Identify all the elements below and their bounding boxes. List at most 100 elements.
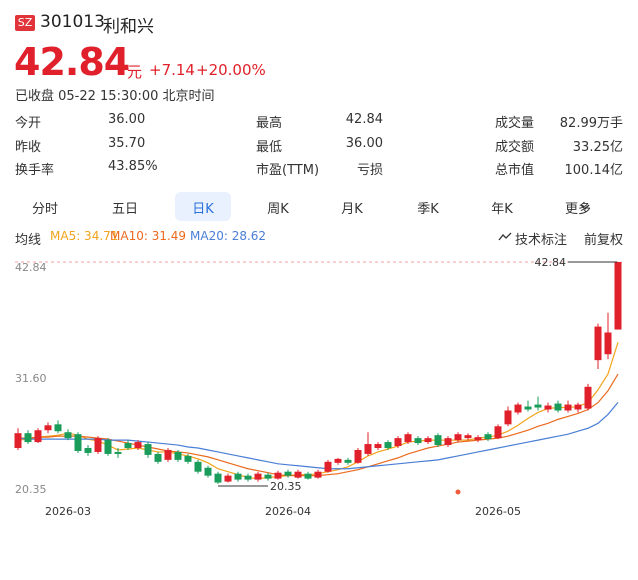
candle-body: [574, 404, 582, 410]
change: +7.14: [149, 61, 195, 79]
adjust[interactable]: 前复权: [584, 233, 624, 248]
candle-body: [444, 438, 452, 446]
candle-body: [64, 432, 72, 439]
candle-body: [564, 404, 572, 411]
tech-mark[interactable]: 技术标注: [515, 233, 568, 248]
ma-line: [17, 402, 619, 470]
candle-body: [214, 473, 222, 483]
stat-label: 今开: [15, 116, 42, 131]
candle-body: [394, 438, 402, 447]
candle-body: [234, 473, 242, 480]
ma-legend-item: MA20: 28.62: [190, 229, 267, 243]
candle-body: [344, 459, 352, 463]
stat-value: 36.00: [345, 136, 383, 151]
stat-label: 成交量: [495, 116, 535, 131]
candle-body: [254, 473, 262, 480]
candle-body: [554, 403, 562, 411]
candle-body: [304, 473, 312, 479]
candle-body: [74, 434, 82, 451]
stat-value: 亏损: [356, 163, 383, 178]
more-chevron: [580, 204, 590, 210]
tab[interactable]: 日K: [192, 202, 214, 217]
candle-body: [364, 444, 372, 454]
candle-body: [494, 426, 502, 439]
price-unit: 元: [127, 63, 143, 81]
stat-label: 最高: [256, 116, 283, 131]
stock-code: 301013: [40, 12, 105, 32]
candle-body: [94, 438, 102, 452]
candle-body: [134, 442, 142, 449]
candle-body: [504, 410, 512, 425]
tab[interactable]: 周K: [267, 202, 289, 217]
candle-body: [384, 442, 392, 449]
candle-body: [274, 472, 282, 479]
candle-body: [454, 434, 462, 441]
candle-body: [354, 449, 362, 463]
candle-body: [144, 444, 152, 455]
candle-body: [544, 405, 552, 410]
candle-body: [314, 471, 322, 478]
candle-body: [24, 433, 32, 443]
candle-body: [604, 332, 612, 355]
min-label: 20.35: [270, 480, 302, 493]
stat-value: 33.25亿: [572, 140, 623, 155]
status: 已收盘 05-22 15:30:00 北京时间: [15, 89, 215, 104]
candle-body: [334, 458, 342, 463]
candle-body: [184, 455, 192, 462]
ma-line: [18, 373, 619, 477]
candle-body: [524, 406, 532, 410]
candle-body: [474, 437, 482, 441]
event-dot: [455, 489, 461, 495]
candle-body: [294, 471, 302, 478]
candle-body: [104, 440, 112, 454]
candle-body: [514, 404, 522, 413]
mark-icon: [498, 232, 512, 241]
candle-body: [594, 326, 602, 361]
tab[interactable]: 更多: [564, 202, 592, 217]
tab[interactable]: 分时: [31, 202, 59, 217]
stat-label: 换手率: [15, 163, 55, 178]
candle-body: [404, 434, 412, 443]
y-tick-label: 42.84: [15, 261, 47, 274]
candle-body: [14, 433, 22, 449]
candle-body: [324, 461, 332, 472]
candle-body: [614, 262, 622, 330]
tab[interactable]: 年K: [491, 202, 513, 217]
change-pct: +20.00%: [196, 61, 266, 79]
y-tick-label: 20.35: [15, 483, 47, 496]
candle-body: [584, 386, 592, 409]
candle-body: [114, 451, 122, 454]
candle-body: [194, 461, 202, 472]
tab[interactable]: 季K: [417, 202, 439, 217]
candle-body: [244, 475, 252, 480]
stat-value: 35.70: [108, 136, 146, 151]
x-tick-label: 2026-04: [265, 505, 311, 518]
candle-body: [264, 474, 272, 479]
stat-label: 市盈(TTM): [256, 163, 320, 178]
ma-title: 均线: [15, 233, 42, 248]
candle-body: [414, 438, 422, 444]
candle-body: [54, 424, 62, 432]
price: 42.84: [14, 40, 130, 84]
ma-legend-item: MA10: 31.49: [110, 229, 187, 243]
candle-body: [204, 467, 212, 476]
candle-body: [34, 430, 42, 443]
tab[interactable]: 月K: [341, 202, 363, 217]
candle-body: [484, 434, 492, 440]
stat-label: 成交额: [495, 140, 535, 155]
candle-body: [154, 453, 162, 462]
tab-highlight: [175, 192, 231, 221]
tab[interactable]: 五日: [111, 202, 139, 217]
candle-body: [434, 435, 442, 446]
candle-body: [44, 425, 52, 431]
stock-name: 利和兴: [103, 17, 154, 37]
stat-value: 82.99万手: [559, 116, 623, 131]
chart: 42.84 31.60 20.35 2026-03 2026-04 2026-05 42.8…: [14, 256, 622, 518]
stat-value: 36.00: [108, 112, 146, 127]
ma-legend-item: MA5: 34.71: [50, 229, 119, 243]
stat-label: 最低: [256, 140, 283, 155]
candle-body: [224, 475, 232, 482]
candle-body: [464, 435, 472, 439]
candle-body: [534, 404, 542, 408]
